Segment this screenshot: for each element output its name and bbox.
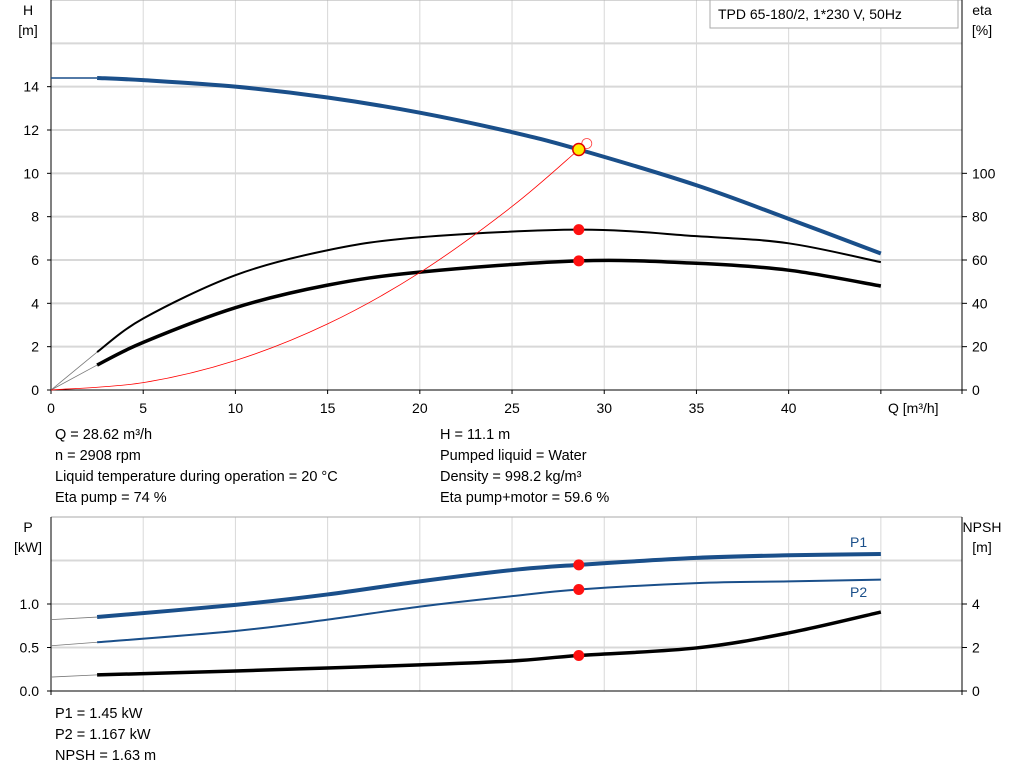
series-line-P2 — [97, 578, 881, 644]
legend-p2: P2 — [850, 584, 867, 600]
info-density: Density = 998.2 kg/m³ — [440, 469, 582, 485]
y-axis-label: H — [23, 2, 33, 18]
info-left: Q = 28.62 m³/h n = 2908 rpm Liquid tempe… — [55, 425, 338, 509]
y-tick-label: 1.0 — [20, 596, 40, 612]
x-tick-label: 40 — [781, 400, 797, 416]
info-eta-pump: Eta pump = 74 % — [55, 490, 167, 506]
y2-tick-label: 20 — [972, 339, 988, 355]
series-line-eta-pump — [96, 228, 882, 353]
y2-axis-label: eta — [972, 2, 992, 18]
y-tick-label: 8 — [31, 209, 39, 225]
x-axis-label: Q [m³/h] — [888, 400, 939, 416]
x-tick-label: 30 — [596, 400, 612, 416]
series-line-NPSH — [97, 610, 882, 677]
info-npsh: NPSH = 1.63 m — [55, 748, 157, 764]
x-tick-label: 20 — [412, 400, 428, 416]
lead-in-line-eta-pump-motor — [50, 364, 98, 391]
y2-axis-label: NPSH — [963, 519, 1002, 535]
series-line-eta-pump-motor — [96, 258, 882, 367]
y-tick-label: 4 — [31, 295, 39, 311]
x-tick-label: 5 — [139, 400, 147, 416]
info-h: H = 11.1 m — [440, 427, 511, 443]
y-tick-label: 2 — [31, 339, 39, 355]
lead-in-line-eta-pump — [50, 351, 98, 391]
y2-tick-label: 100 — [972, 165, 996, 181]
info-bottom: P1 = 1.45 kW P2 = 1.167 kW NPSH = 1.63 m — [55, 704, 156, 767]
y2-tick-label: 0 — [972, 382, 980, 398]
model-label-box — [709, 0, 959, 29]
info-p1: P1 = 1.45 kW — [55, 706, 143, 722]
y2-tick-label: 0 — [972, 683, 980, 699]
info-liquid: Pumped liquid = Water — [440, 448, 587, 464]
y-tick-label: 12 — [23, 122, 39, 138]
info-q: Q = 28.62 m³/h — [55, 427, 153, 443]
info-eta-pump-motor: Eta pump+motor = 59.6 % — [440, 490, 610, 506]
npsh-operating-point — [573, 650, 585, 662]
chart-title: TPD 65-180/2, 1*230 V, 50Hz — [718, 6, 902, 22]
info-right: H = 11.1 m Pumped liquid = Water Density… — [440, 425, 609, 509]
series-line-system-curve — [50, 149, 580, 391]
y-tick-label: 14 — [23, 79, 39, 95]
x-tick-label: 35 — [689, 400, 705, 416]
y2-axis-label: [%] — [972, 22, 992, 38]
lead-in-line-P1 — [50, 616, 98, 621]
eta-pump-point — [573, 224, 585, 236]
info-p2: P2 = 1.167 kW — [55, 727, 151, 743]
x-tick-label: 15 — [320, 400, 336, 416]
operating-point — [572, 142, 586, 157]
y2-tick-label: 60 — [972, 252, 988, 268]
x-tick-label: 10 — [228, 400, 244, 416]
y-tick-label: 0.0 — [20, 683, 40, 699]
lead-in-line-NPSH — [50, 674, 98, 678]
series-line-H — [97, 76, 882, 256]
info-temp: Liquid temperature during operation = 20… — [55, 469, 338, 485]
eta-pump-motor-point — [573, 255, 585, 267]
p2-operating-point — [573, 583, 585, 595]
y-tick-label: 6 — [31, 252, 39, 268]
y2-axis-label: [m] — [972, 539, 991, 555]
info-n: n = 2908 rpm — [55, 448, 141, 464]
legend-p1: P1 — [850, 534, 867, 550]
y2-tick-label: 4 — [972, 596, 980, 612]
lead-in-line-P2 — [50, 641, 98, 647]
p1-operating-point — [573, 559, 585, 571]
x-tick-label: 25 — [504, 400, 520, 416]
series-line-P1 — [96, 551, 881, 620]
y-tick-label: 10 — [23, 165, 39, 181]
y2-tick-label: 80 — [972, 209, 988, 225]
y2-tick-label: 40 — [972, 295, 988, 311]
y-axis-label: [m] — [18, 22, 37, 38]
x-tick-label: 0 — [47, 400, 55, 416]
y2-tick-label: 2 — [972, 640, 980, 656]
y-tick-label: 0.5 — [20, 640, 40, 656]
y-tick-label: 0 — [31, 382, 39, 398]
y-axis-label: [kW] — [14, 539, 42, 555]
y-axis-label: P — [23, 519, 32, 535]
